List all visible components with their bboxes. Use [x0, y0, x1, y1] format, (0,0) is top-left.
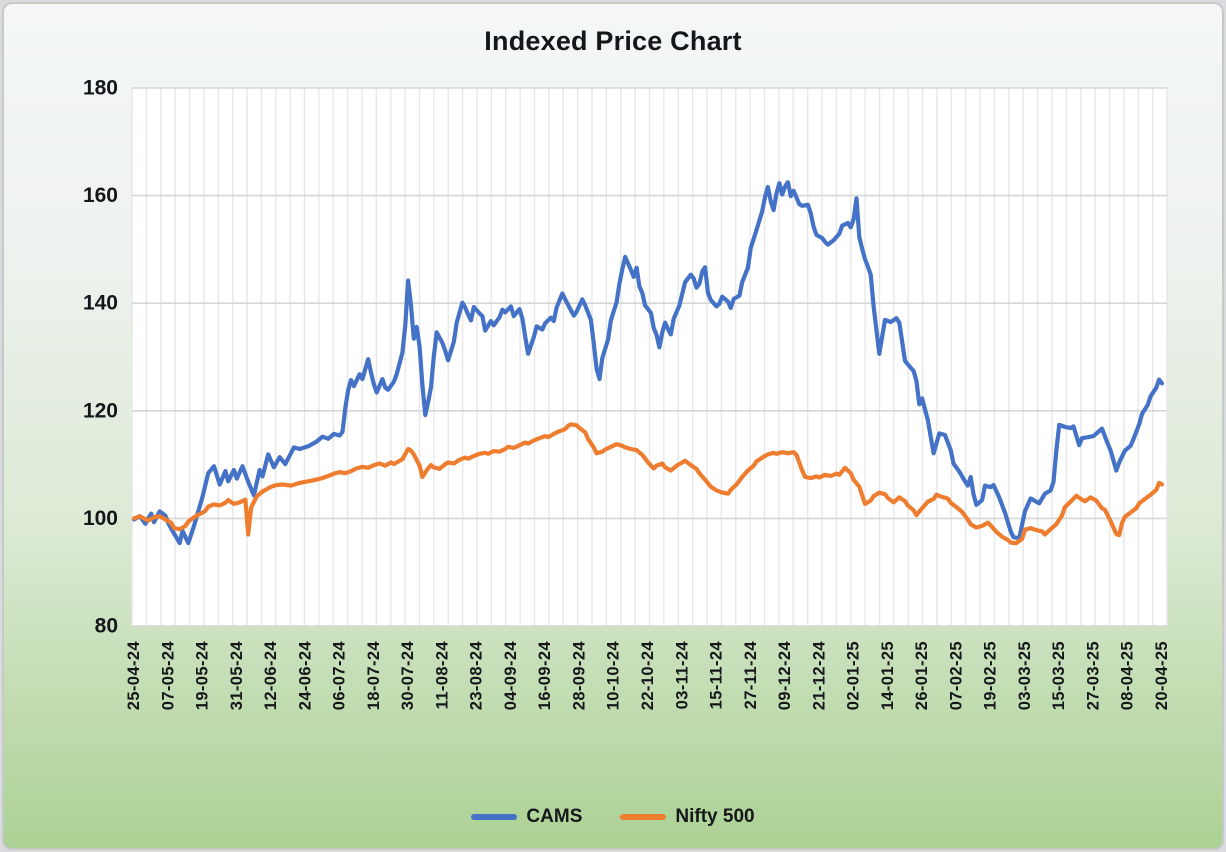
x-axis-tick-label: 07-02-25	[947, 641, 965, 710]
y-axis-tick-label: 120	[83, 399, 118, 422]
x-axis-tick-label: 24-06-24	[296, 641, 314, 711]
x-axis-tick-label: 27-03-25	[1084, 641, 1102, 710]
y-axis-labels: 80 100 120 140 160 180	[83, 77, 118, 638]
x-axis-tick-label: 30-07-24	[399, 641, 417, 711]
x-axis-tick-label: 03-03-25	[1016, 641, 1034, 710]
series-line-cams	[131, 180, 1165, 546]
x-axis-tick-label: 26-01-25	[913, 641, 931, 710]
x-axis-tick-label: 23-08-24	[468, 641, 486, 711]
horizontal-gridlines	[132, 87, 1167, 627]
y-axis-tick-label: 140	[83, 292, 118, 315]
x-axis-tick-label: 02-01-25	[845, 641, 863, 710]
x-axis-labels: 25-04-24 07-05-24 19-05-24 31-05-24 12-06-24…	[125, 641, 1171, 711]
x-axis-tick-label: 15-11-24	[708, 641, 726, 710]
legend-item-nifty500: Nifty 500	[620, 806, 755, 828]
indexed-price-chart: 80 100 120 140 160 180 25-04-24 07-05-24 19-05-2…	[83, 77, 1171, 711]
x-axis-tick-label: 18-07-24	[365, 641, 383, 711]
chart-legend: CAMS Nifty 500	[4, 806, 1222, 828]
x-axis-tick-label: 19-05-24	[194, 641, 212, 711]
x-axis-tick-label: 31-05-24	[228, 641, 246, 711]
x-axis-tick-label: 19-02-25	[982, 641, 1000, 710]
x-axis-tick-label: 15-03-25	[1050, 641, 1068, 710]
x-axis-tick-label: 03-11-24	[673, 641, 691, 710]
nifty500-line-swatch	[620, 814, 667, 820]
x-axis-tick-label: 12-06-24	[262, 641, 280, 711]
legend-label-cams: CAMS	[526, 806, 583, 827]
x-axis-tick-label: 28-09-24	[570, 641, 588, 711]
chart-title: Indexed Price Chart	[484, 26, 742, 56]
x-axis-tick-label: 10-10-24	[605, 641, 623, 711]
x-axis-tick-label: 14-01-25	[879, 641, 897, 710]
cams-line-swatch	[471, 814, 518, 820]
x-axis-tick-label: 27-11-24	[742, 641, 760, 710]
x-axis-tick-label: 07-05-24	[159, 641, 177, 711]
x-axis-tick-label: 25-04-24	[125, 641, 143, 711]
y-axis-tick-label: 160	[83, 184, 118, 207]
x-axis-tick-label: 11-08-24	[433, 641, 451, 710]
y-axis-tick-label: 180	[83, 77, 118, 100]
x-axis-tick-label: 21-12-24	[810, 641, 828, 711]
x-axis-tick-label: 08-04-25	[1119, 641, 1137, 710]
legend-item-cams: CAMS	[471, 806, 582, 828]
x-axis-tick-label: 09-12-24	[776, 641, 794, 711]
x-axis-tick-label: 04-09-24	[502, 641, 520, 711]
x-axis-tick-label: 16-09-24	[536, 641, 554, 711]
legend-label-nifty500: Nifty 500	[675, 806, 755, 827]
y-axis-tick-label: 80	[95, 615, 118, 638]
x-axis-tick-label: 22-10-24	[639, 641, 657, 711]
series-line-nifty-500	[131, 422, 1165, 546]
x-axis-tick-label: 06-07-24	[331, 641, 349, 711]
x-axis-tick-label: 20-04-25	[1153, 641, 1171, 710]
vertical-gridlines	[131, 88, 1168, 626]
y-axis-tick-label: 100	[83, 507, 118, 530]
